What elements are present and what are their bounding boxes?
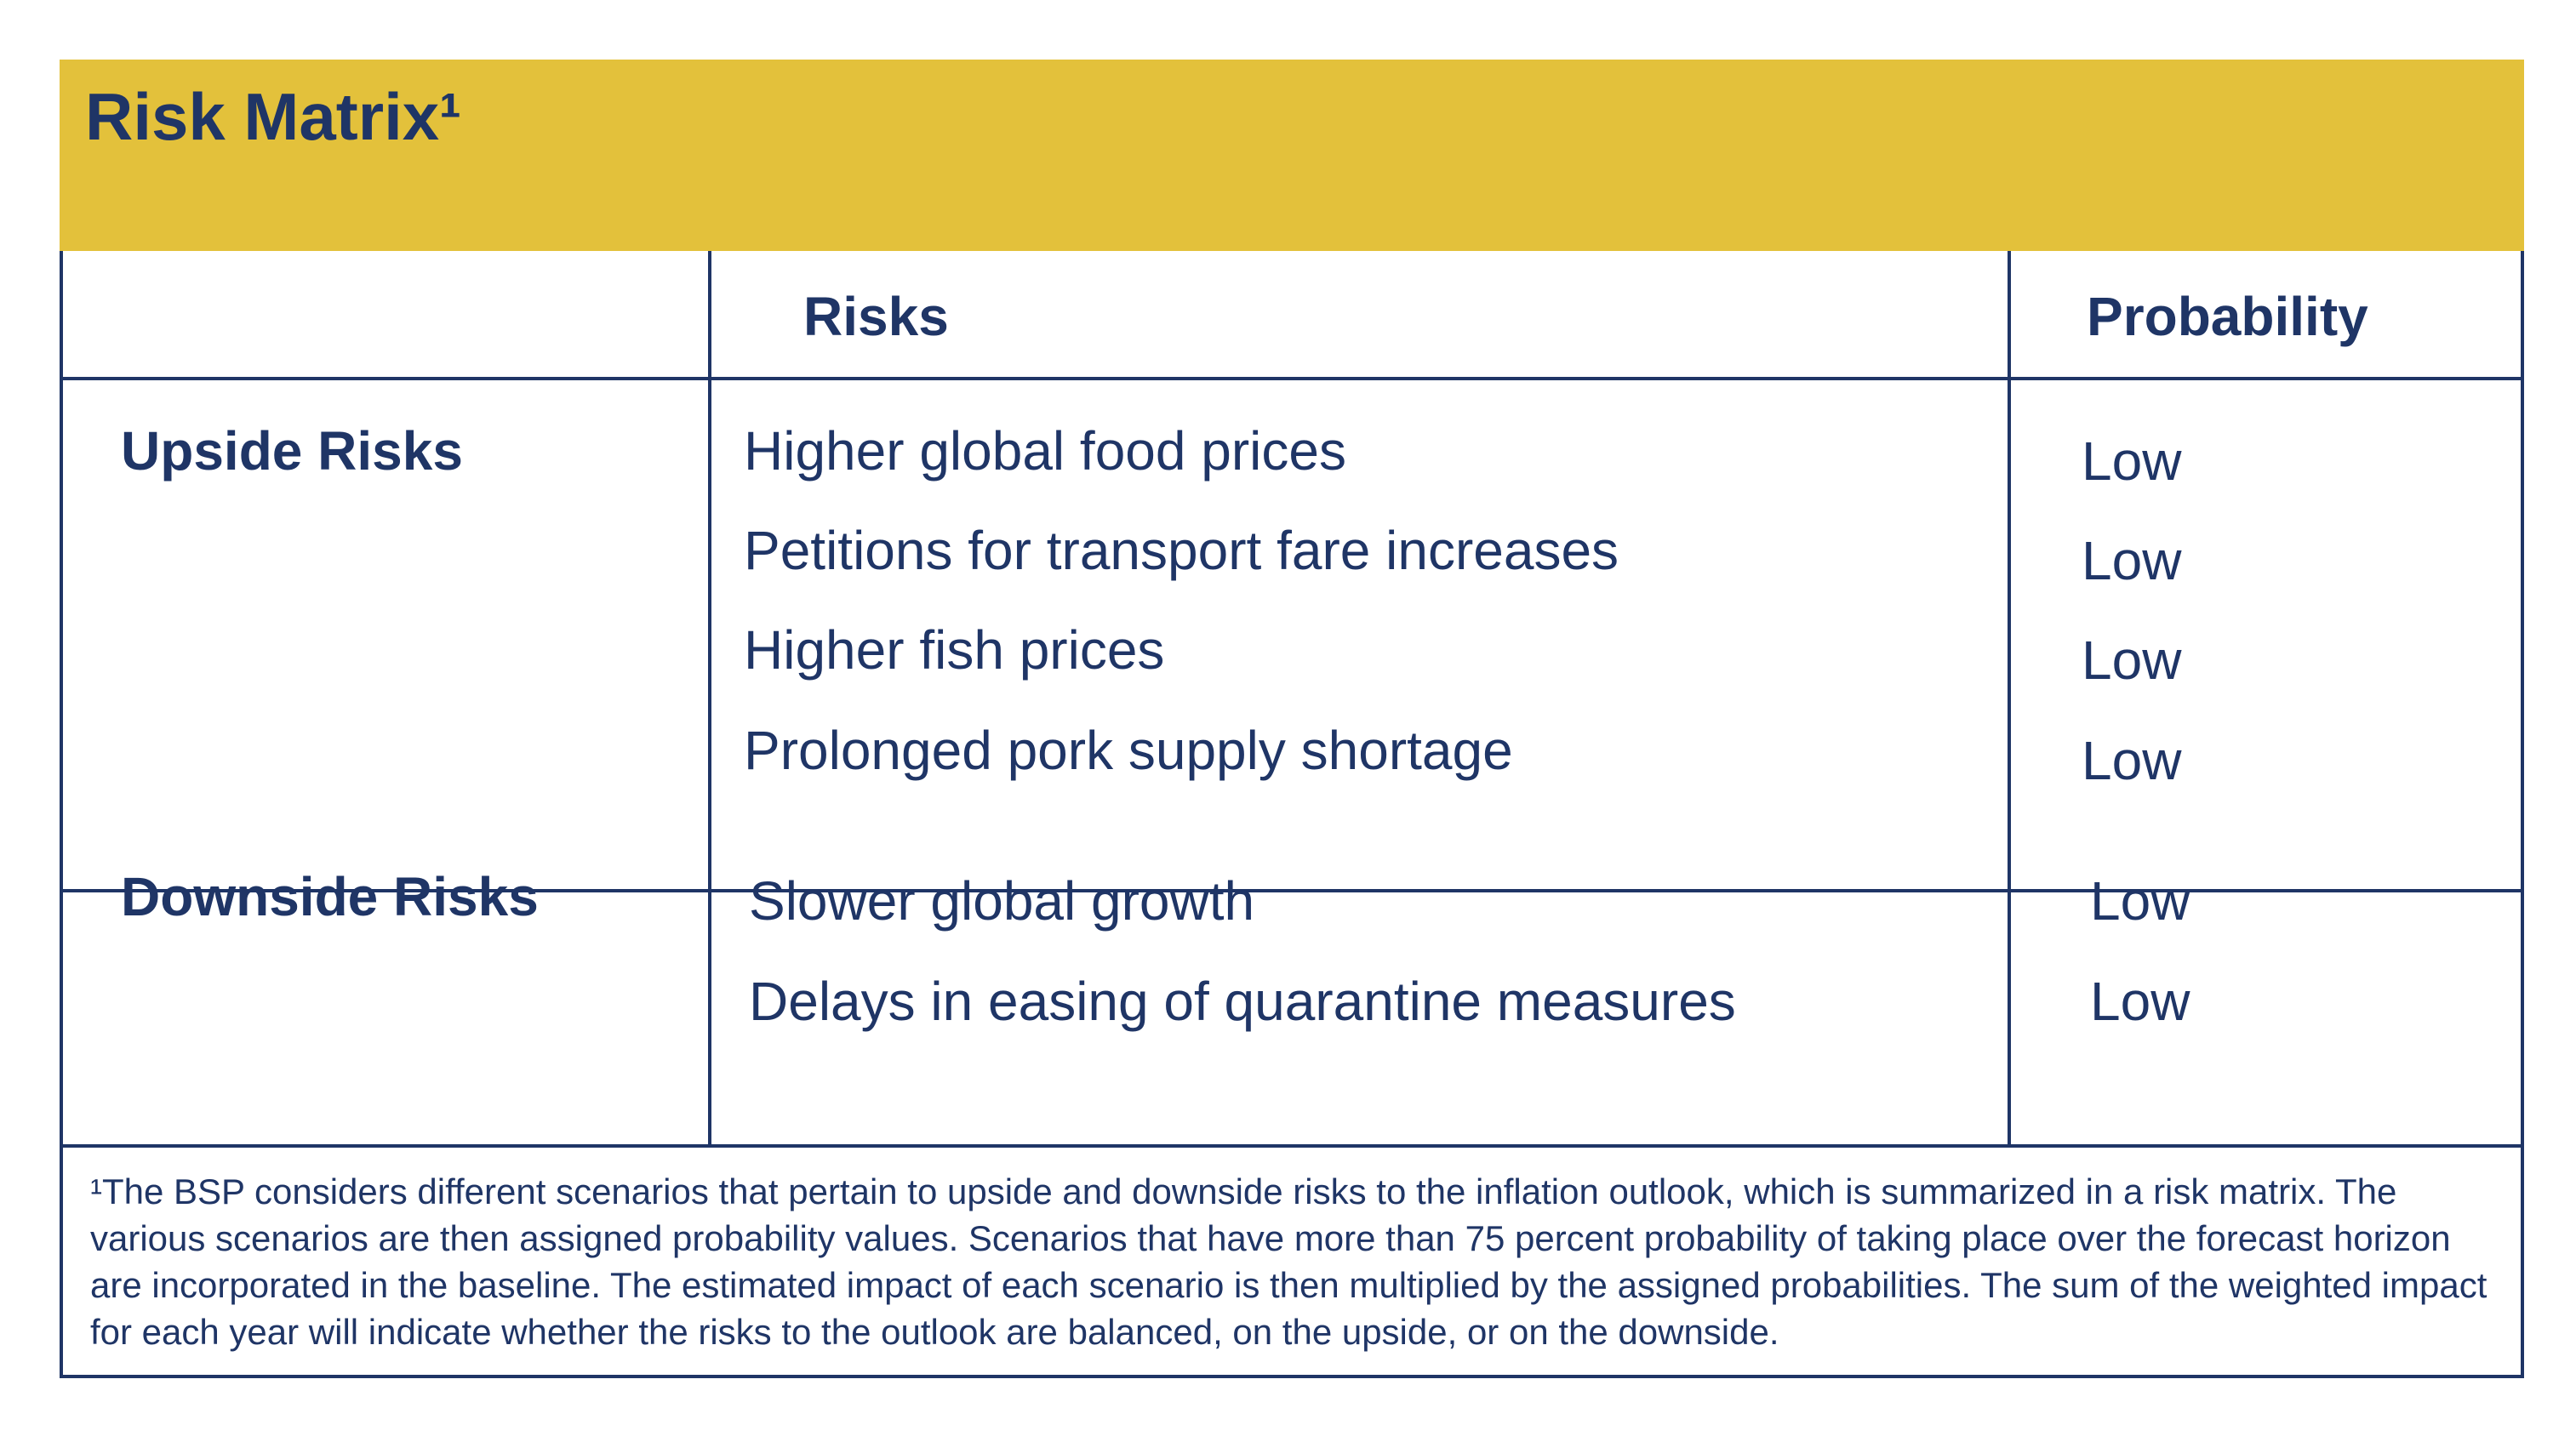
- upside-risk-4: Prolonged pork supply shortage: [744, 720, 1513, 781]
- downside-risk-1: Slower global growth: [749, 870, 1255, 932]
- group-divider: [63, 889, 2521, 892]
- footnote-divider: [63, 1144, 2521, 1148]
- column-divider-1: [708, 251, 711, 1147]
- upside-probability-3: Low: [2082, 630, 2182, 691]
- column-divider-2: [2008, 251, 2011, 1147]
- header-probability: Probability: [2087, 286, 2368, 347]
- footnote: ¹The BSP considers different scenarios t…: [90, 1171, 2487, 1352]
- downside-probability-2: Low: [2090, 971, 2190, 1032]
- upside-risk-2: Petitions for transport fare increases: [744, 520, 1619, 581]
- upside-risk-1: Higher global food prices: [744, 420, 1346, 482]
- page-title: Risk Matrix¹: [85, 79, 462, 154]
- risk-table: Risks Probability Upside Risks Higher gl…: [60, 251, 2524, 1378]
- header-risks: Risks: [803, 286, 949, 347]
- upside-risks-label: Upside Risks: [121, 420, 463, 482]
- downside-risk-2: Delays in easing of quarantine measures: [749, 971, 1736, 1032]
- risk-matrix: Risk Matrix¹ Risks Probability Upside Ri…: [60, 60, 2524, 1378]
- upside-risk-3: Higher fish prices: [744, 619, 1165, 681]
- upside-probability-4: Low: [2082, 730, 2182, 791]
- upside-probability-1: Low: [2082, 430, 2182, 492]
- header-divider: [63, 377, 2521, 380]
- downside-probability-1: Low: [2090, 870, 2190, 932]
- upside-probability-2: Low: [2082, 530, 2182, 591]
- title-bar: Risk Matrix¹: [60, 60, 2524, 251]
- downside-risks-label: Downside Risks: [121, 866, 539, 927]
